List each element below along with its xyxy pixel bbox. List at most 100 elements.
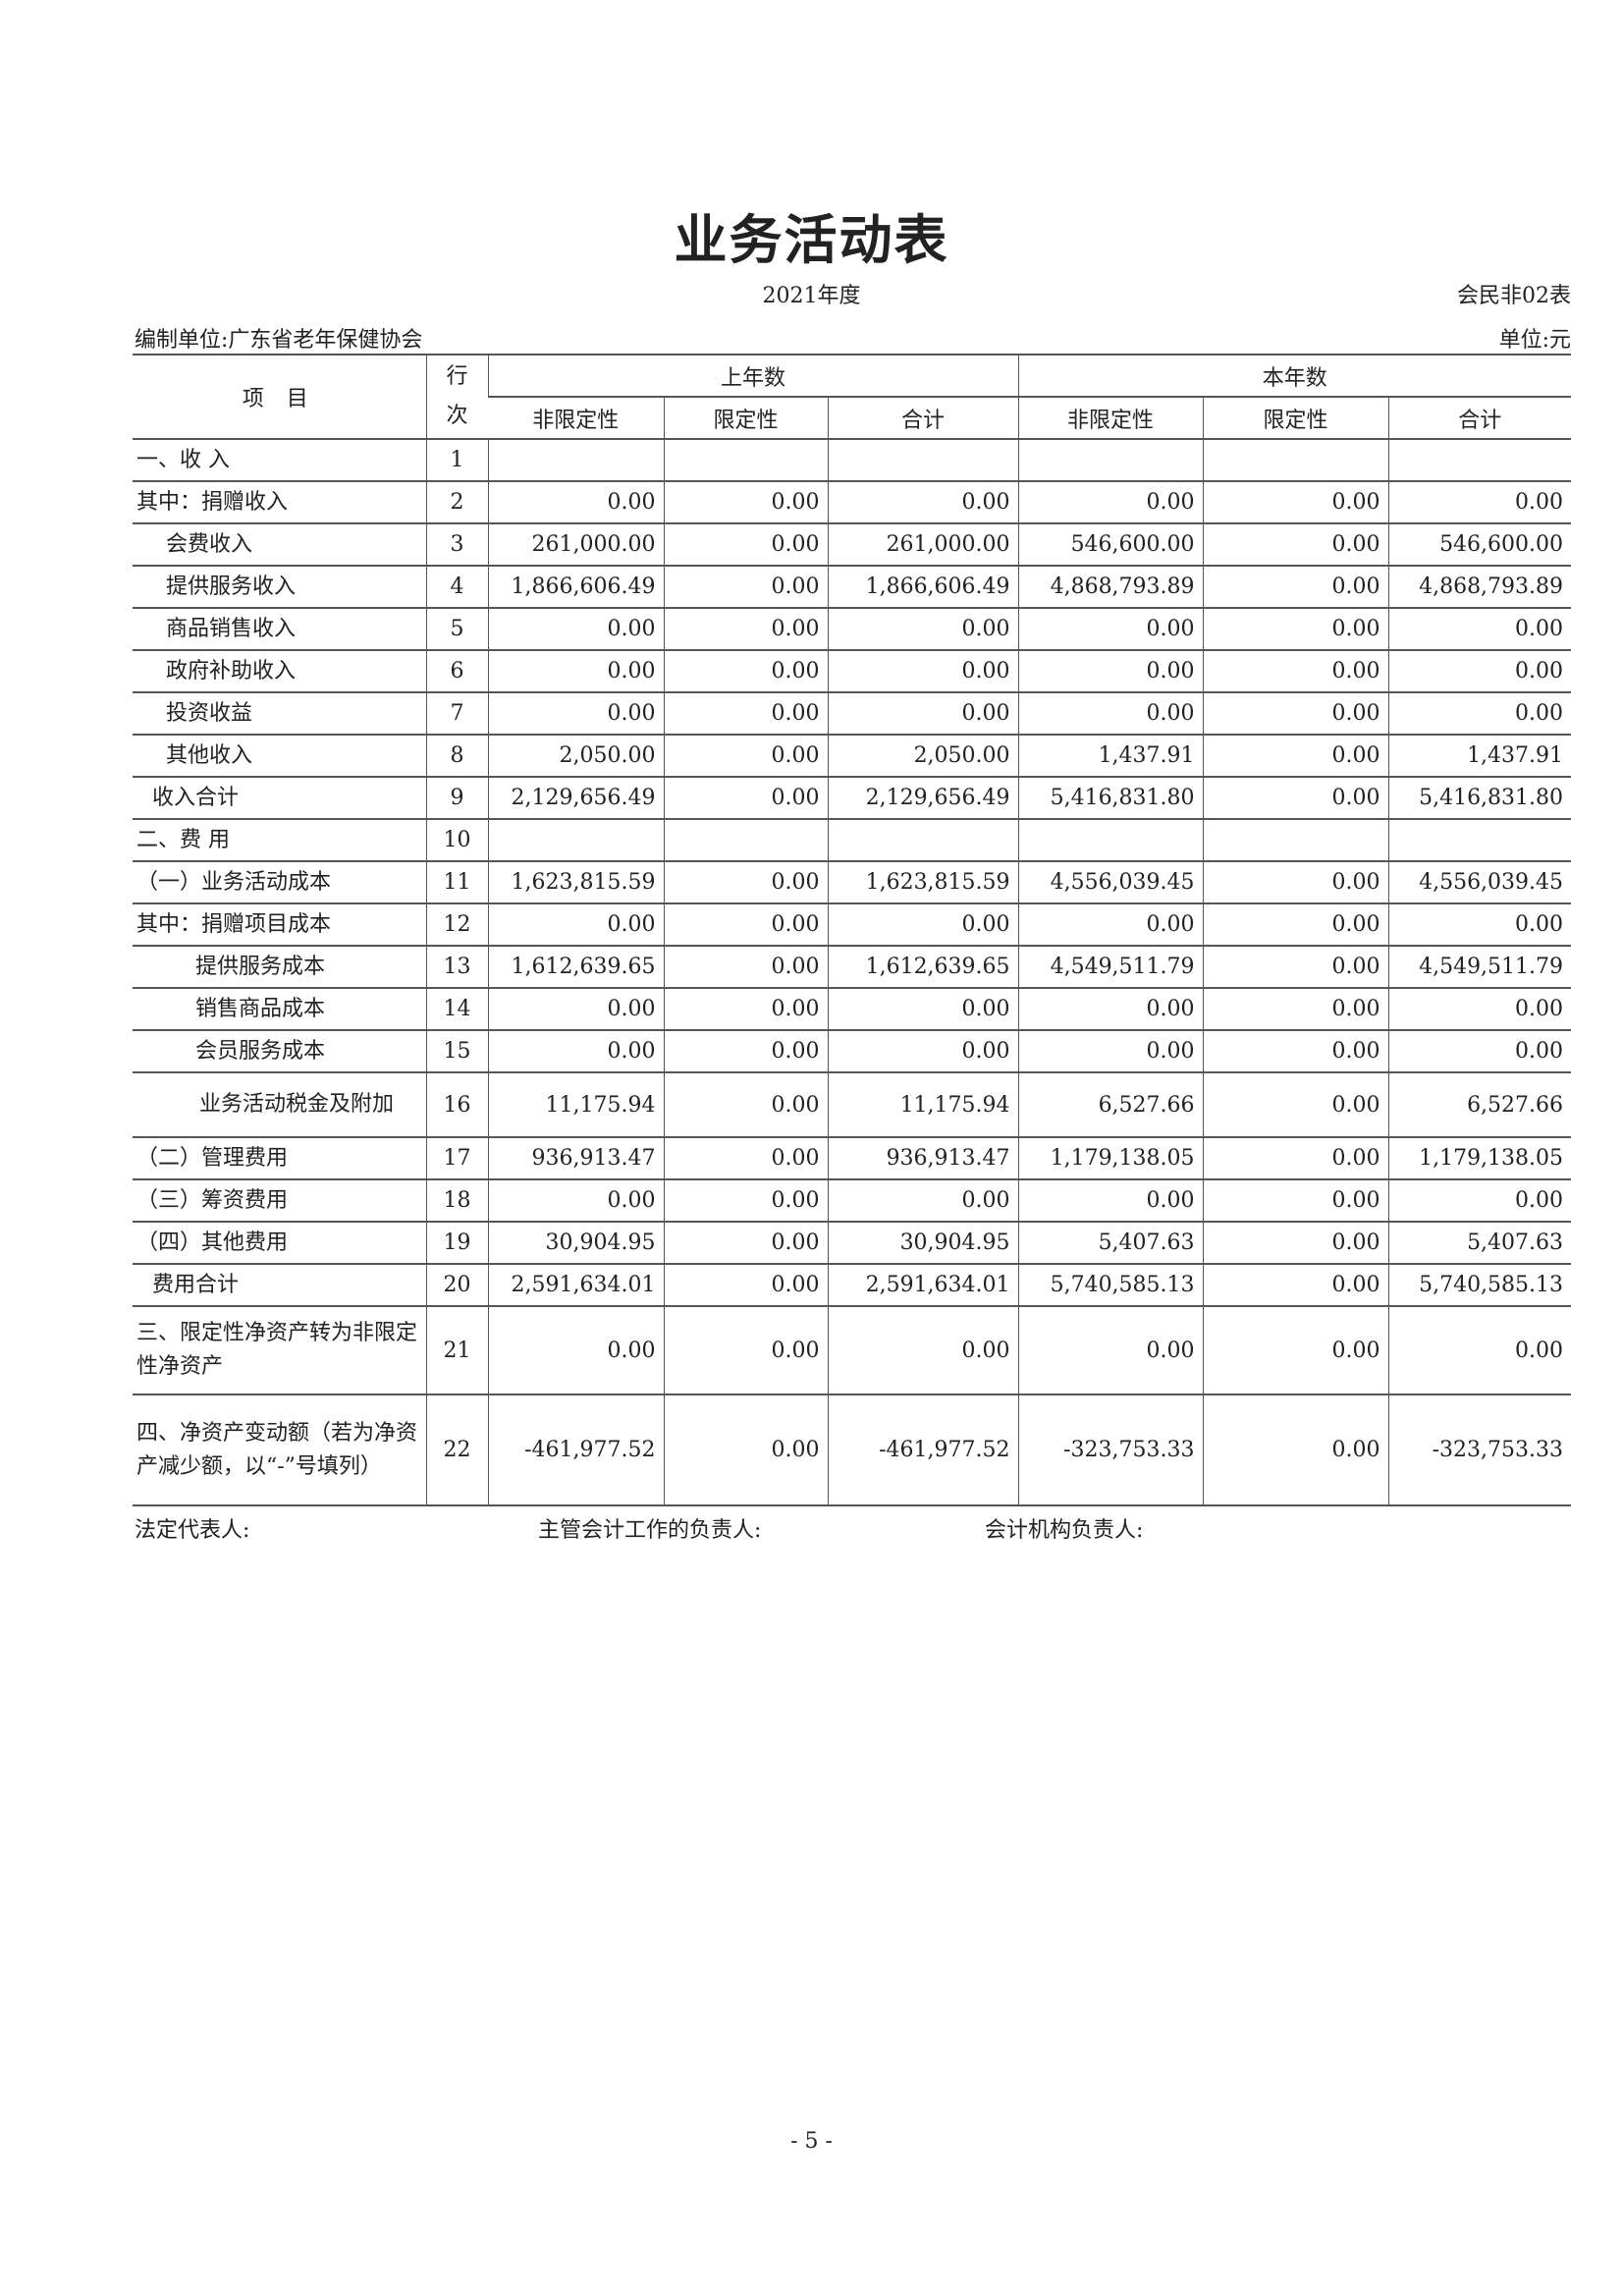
- table-row: （一）业务活动成本 11 1,623,815.59 0.00 1,623,815.59 4…: [133, 860, 1572, 904]
- row-value: 0.00: [663, 945, 828, 989]
- row-value: 0.00: [1202, 1029, 1389, 1073]
- row-value: 0.00: [663, 860, 828, 904]
- row-value: 0.00: [487, 649, 664, 693]
- row-item: 三、限定性净资产转为非限定性净资产: [133, 1305, 426, 1395]
- row-value: 1,866,606.49: [487, 565, 664, 609]
- header-prev-year: 上年数: [487, 354, 1019, 398]
- row-value: 0.00: [663, 1136, 828, 1180]
- row-value: [827, 438, 1019, 482]
- header-prev-restricted: 限定性: [663, 396, 828, 440]
- row-value: 0.00: [487, 607, 664, 651]
- preparing-unit: 编制单位:广东省老年保健协会: [135, 328, 423, 353]
- table-row: 其他收入 8 2,050.00 0.00 2,050.00 1,437.91 0.00 1,4…: [133, 734, 1572, 778]
- row-value: 0.00: [1387, 691, 1572, 736]
- row-value: 0.00: [827, 480, 1019, 524]
- row-line-number: 1: [425, 438, 488, 482]
- page-number: - 5 -: [790, 2129, 833, 2154]
- row-value: 2,050.00: [827, 734, 1019, 778]
- row-value: 0.00: [1202, 607, 1389, 651]
- form-number: 会民非02表: [1457, 284, 1571, 308]
- row-value: [1017, 438, 1204, 482]
- row-value: 5,740,585.13: [1387, 1263, 1572, 1307]
- row-value: 0.00: [663, 522, 828, 567]
- row-line-number: 18: [425, 1178, 488, 1223]
- row-value: 0.00: [663, 776, 828, 820]
- header-prev-total: 合计: [827, 396, 1019, 440]
- row-line-number: 3: [425, 522, 488, 567]
- row-line-number: 10: [425, 818, 488, 862]
- row-value: 0.00: [663, 565, 828, 609]
- row-value: [1387, 818, 1572, 862]
- row-value: 0.00: [487, 987, 664, 1031]
- row-value: 2,591,634.01: [487, 1263, 664, 1307]
- row-value: 4,556,039.45: [1387, 860, 1572, 904]
- header-line: 行次: [425, 354, 488, 440]
- row-item: 政府补助收入: [133, 649, 426, 693]
- legal-representative-label: 法定代表人:: [135, 1518, 250, 1543]
- row-value: 0.00: [1387, 607, 1572, 651]
- row-value: 0.00: [1202, 1178, 1389, 1223]
- row-value: [487, 438, 664, 482]
- row-line-number: 17: [425, 1136, 488, 1180]
- row-item: （四）其他费用: [133, 1221, 426, 1265]
- row-value: 0.00: [663, 734, 828, 778]
- row-value: 4,549,511.79: [1017, 945, 1204, 989]
- row-value: 546,600.00: [1387, 522, 1572, 567]
- row-value: 2,129,656.49: [487, 776, 664, 820]
- table-row: 提供服务收入 4 1,866,606.49 0.00 1,866,606.49 4,868…: [133, 565, 1572, 609]
- row-value: 6,527.66: [1017, 1071, 1204, 1138]
- row-line-number: 22: [425, 1394, 488, 1506]
- row-value: 0.00: [1202, 945, 1389, 989]
- row-value: 0.00: [1017, 480, 1204, 524]
- row-value: 0.00: [663, 649, 828, 693]
- row-value: 0.00: [1202, 1263, 1389, 1307]
- row-item: 会费收入: [133, 522, 426, 567]
- row-item: 其中：捐赠项目成本: [133, 902, 426, 947]
- row-line-number: 16: [425, 1071, 488, 1138]
- row-value: 0.00: [1202, 902, 1389, 947]
- row-value: 0.00: [663, 480, 828, 524]
- row-value: [1202, 818, 1389, 862]
- row-value: -461,977.52: [827, 1394, 1019, 1506]
- row-item: 商品销售收入: [133, 607, 426, 651]
- row-value: 0.00: [1202, 987, 1389, 1031]
- header-item: 项 目: [133, 354, 426, 440]
- table-row: （四）其他费用 19 30,904.95 0.00 30,904.95 5,407.63 0…: [133, 1221, 1572, 1265]
- row-value: 0.00: [663, 1305, 828, 1395]
- table-row: 商品销售收入 5 0.00 0.00 0.00 0.00 0.00 0.00: [133, 607, 1572, 651]
- row-value: 0.00: [1387, 1305, 1572, 1395]
- row-value: 0.00: [1387, 1178, 1572, 1223]
- row-value: 0.00: [487, 691, 664, 736]
- row-value: -323,753.33: [1387, 1394, 1572, 1506]
- row-value: [663, 818, 828, 862]
- row-item: 业务活动税金及附加: [133, 1071, 426, 1138]
- row-value: 1,612,639.65: [487, 945, 664, 989]
- row-value: 1,623,815.59: [827, 860, 1019, 904]
- row-line-number: 15: [425, 1029, 488, 1073]
- row-value: 11,175.94: [827, 1071, 1019, 1138]
- table-row: 提供服务成本 13 1,612,639.65 0.00 1,612,639.65 4,54…: [133, 945, 1572, 989]
- row-value: 936,913.47: [487, 1136, 664, 1180]
- row-value: 0.00: [1202, 649, 1389, 693]
- header-curr-unrestricted: 非限定性: [1017, 396, 1204, 440]
- period: 2021年度: [762, 284, 861, 308]
- row-line-number: 19: [425, 1221, 488, 1265]
- row-value: 1,612,639.65: [827, 945, 1019, 989]
- row-value: 5,416,831.80: [1387, 776, 1572, 820]
- row-value: 0.00: [1387, 987, 1572, 1031]
- row-value: 0.00: [1017, 902, 1204, 947]
- row-item: （一）业务活动成本: [133, 860, 426, 904]
- row-value: 0.00: [827, 902, 1019, 947]
- row-item: 费用合计: [133, 1263, 426, 1307]
- row-value: 0.00: [1017, 1029, 1204, 1073]
- row-value: 6,527.66: [1387, 1071, 1572, 1138]
- row-value: 0.00: [663, 607, 828, 651]
- row-line-number: 9: [425, 776, 488, 820]
- row-line-number: 6: [425, 649, 488, 693]
- row-value: 0.00: [1202, 776, 1389, 820]
- row-value: 2,129,656.49: [827, 776, 1019, 820]
- row-item: 其他收入: [133, 734, 426, 778]
- row-value: 0.00: [1202, 522, 1389, 567]
- table-row: 四、净资产变动额（若为净资产减少额，以“-”号填列） 22 -461,977.52 0…: [133, 1394, 1572, 1506]
- row-value: 5,407.63: [1017, 1221, 1204, 1265]
